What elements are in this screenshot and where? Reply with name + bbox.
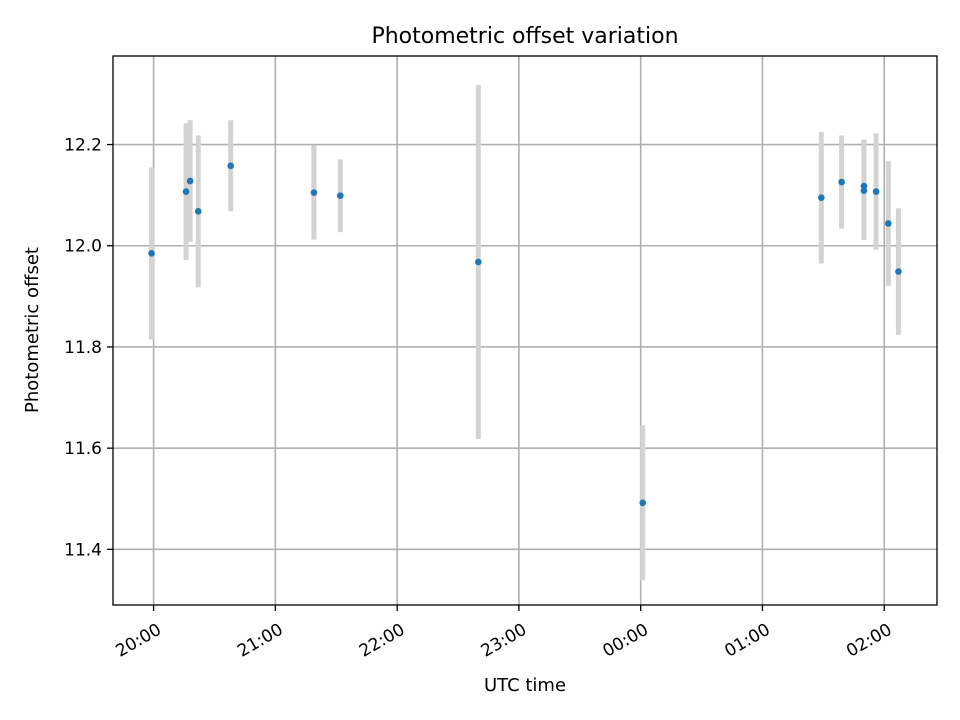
data-point [639,499,647,507]
grid-lines [113,56,937,605]
data-point [860,182,868,190]
data-point [895,268,902,275]
x-axis-label: UTC time [484,675,566,696]
data-point [838,178,845,186]
y-tick-label: 12.0 [64,237,102,257]
plot-frame [112,55,938,606]
y-tick-label: 11.8 [64,338,102,358]
data-point [182,188,190,195]
data-point [860,187,868,194]
data-point [310,189,318,196]
data-point [872,188,880,195]
data-point [194,208,202,215]
data-point [148,250,155,257]
data-point [884,220,892,227]
y-tick-label: 12.2 [64,136,102,156]
data-point [227,162,235,170]
data-point [475,258,482,266]
chart-title: Photometric offset variation [371,24,678,49]
data-point [186,177,194,185]
data-point [337,192,344,199]
y-axis-label: Photometric offset [22,247,43,413]
y-tick-label: 11.6 [64,439,102,459]
data-points [148,162,902,507]
y-tick-label: 11.4 [64,540,102,560]
data-point [818,194,825,201]
